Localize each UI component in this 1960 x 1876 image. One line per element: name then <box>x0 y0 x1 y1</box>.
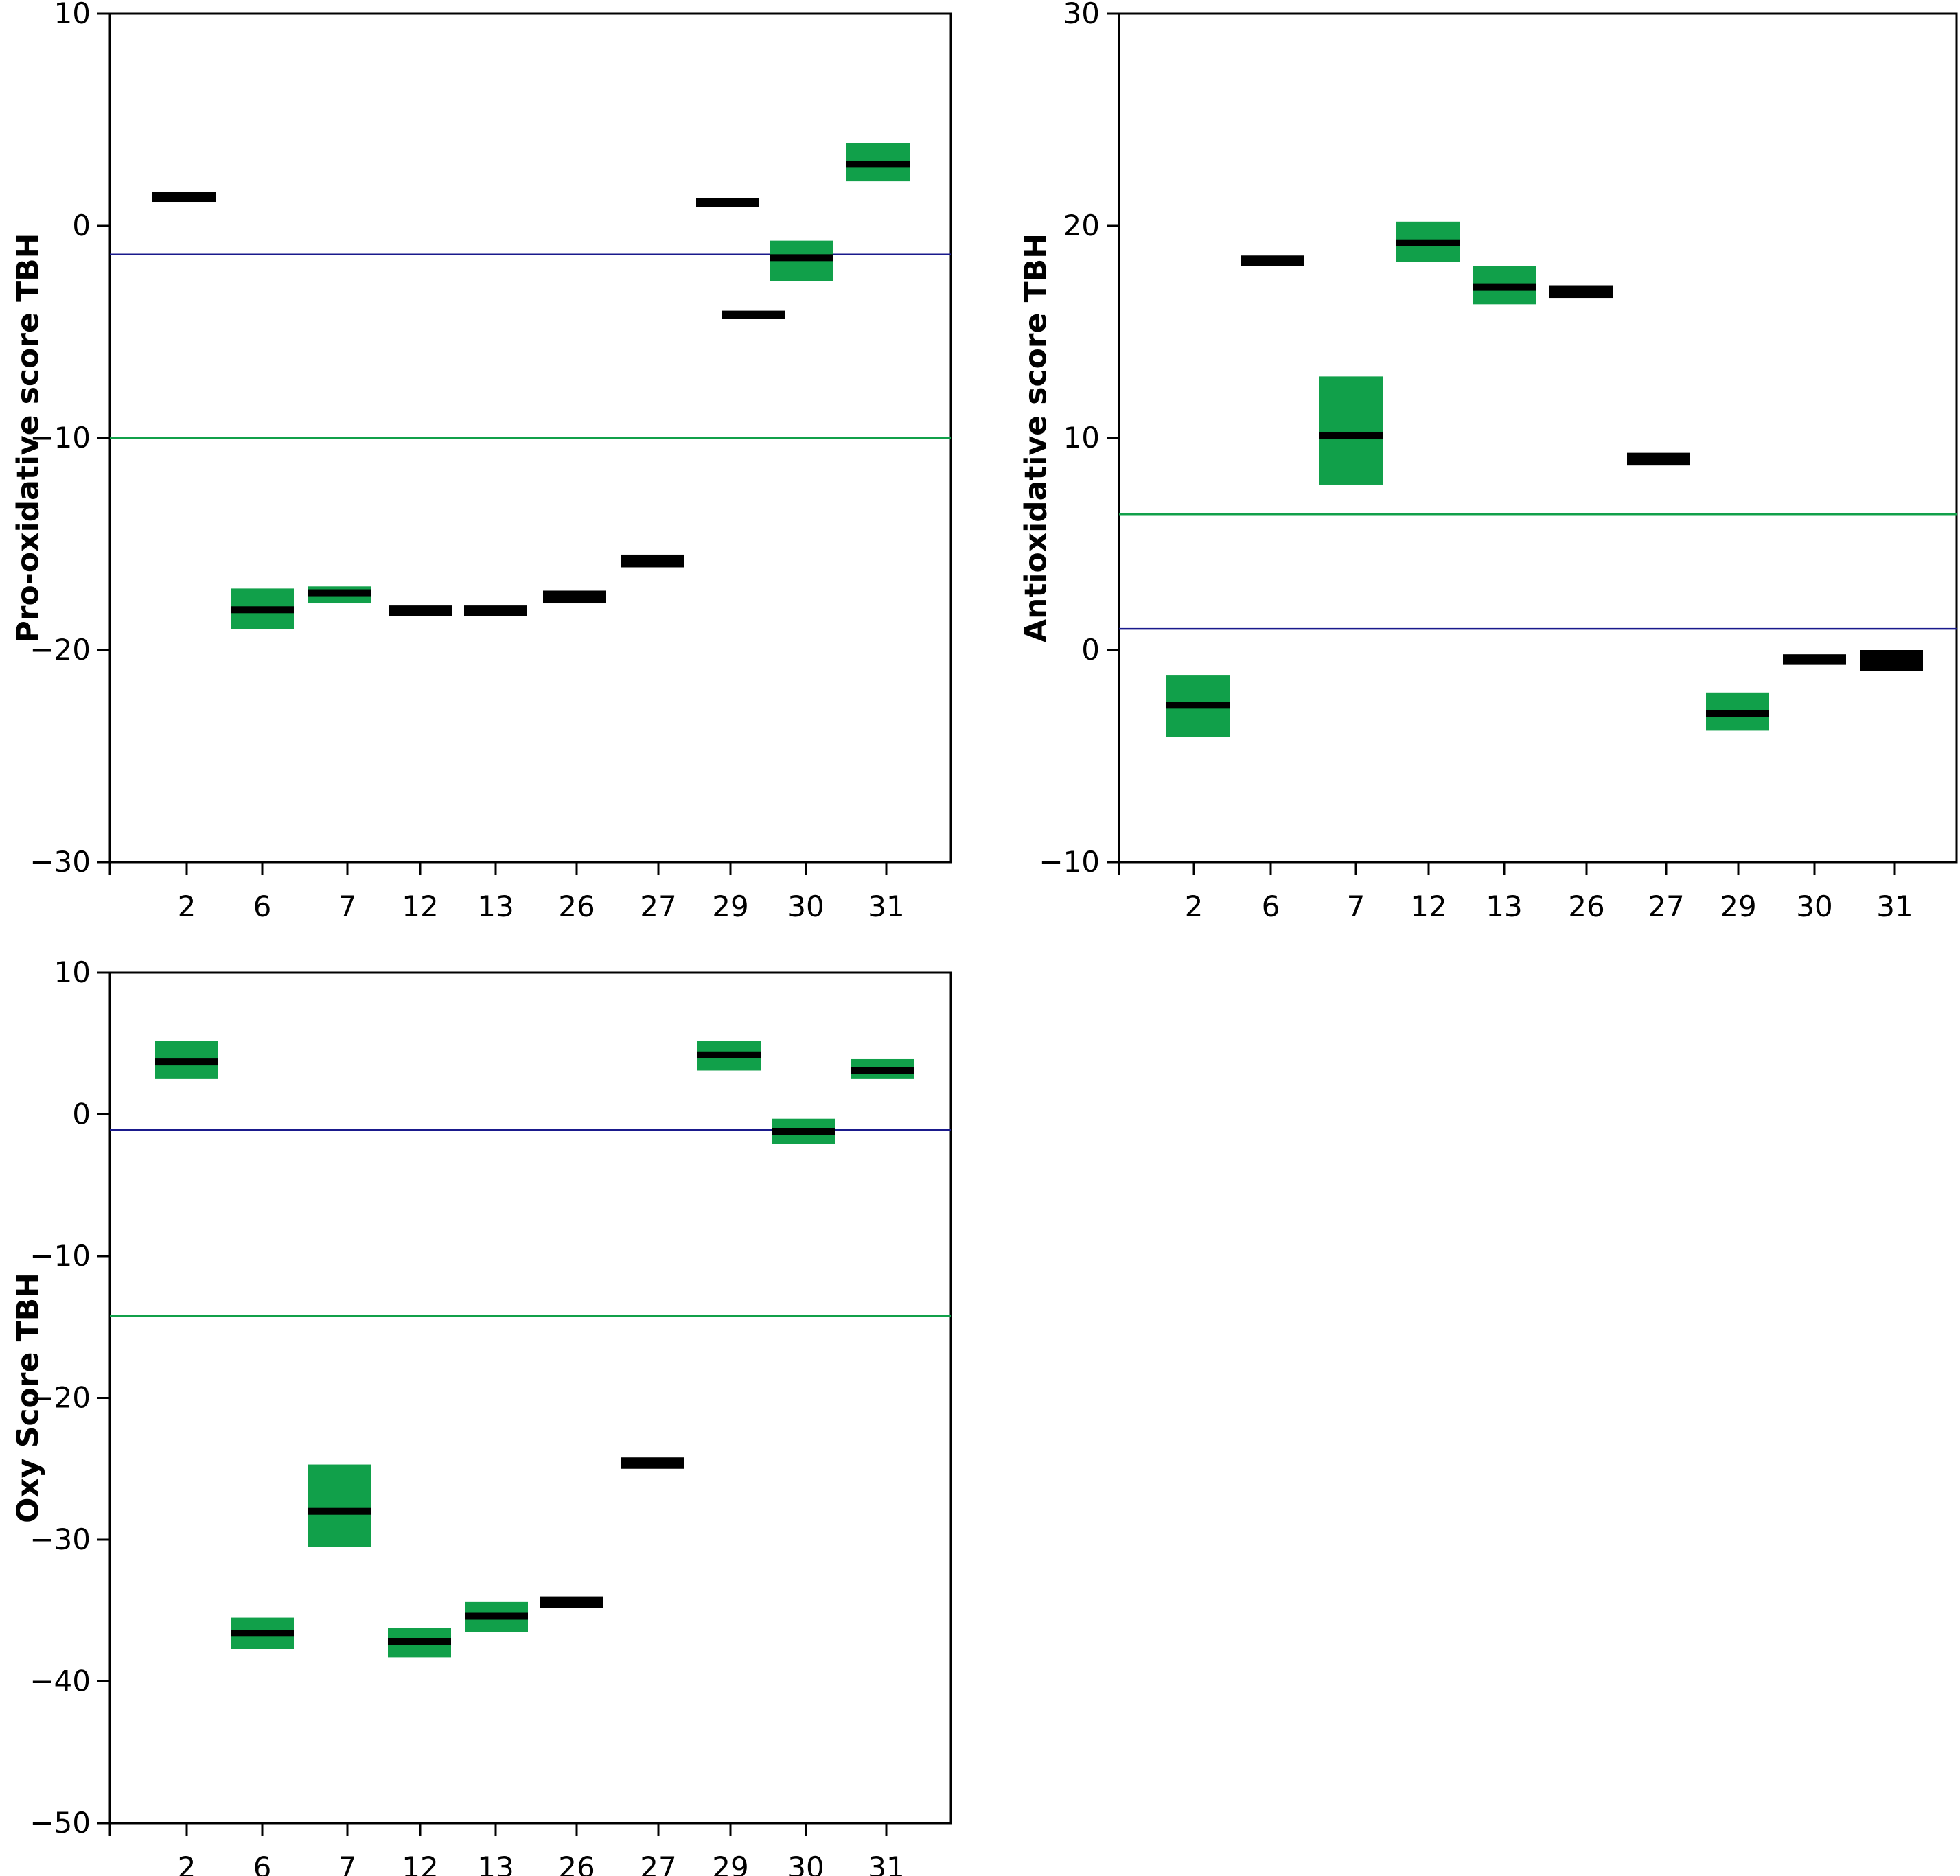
y-tick-label: −50 <box>30 1806 91 1840</box>
x-tick-label: 31 <box>1876 890 1913 923</box>
x-tick-label: 26 <box>1568 890 1604 923</box>
x-tick-label: 30 <box>1796 890 1832 923</box>
x-tick-label: 31 <box>868 890 904 923</box>
median-marker <box>231 1630 294 1637</box>
y-tick-label: −10 <box>30 1239 91 1273</box>
median-marker <box>722 310 785 319</box>
x-tick-label: 27 <box>1648 890 1684 923</box>
median-marker <box>1860 650 1923 671</box>
x-tick-label: 6 <box>253 890 272 923</box>
x-tick-label: 7 <box>338 1851 357 1876</box>
x-tick-label: 13 <box>477 890 514 923</box>
x-tick-label: 13 <box>1486 890 1522 923</box>
y-tick-label: 10 <box>1063 421 1100 454</box>
x-tick-label: 29 <box>712 1851 748 1876</box>
x-tick-label: 30 <box>787 890 824 923</box>
median-marker <box>621 1457 684 1469</box>
median-marker <box>772 1128 835 1135</box>
median-marker <box>231 606 294 614</box>
y-tick-label: −20 <box>30 633 91 667</box>
x-tick-label: 27 <box>640 890 676 923</box>
median-marker <box>543 590 606 604</box>
median-marker <box>696 198 759 207</box>
median-marker <box>155 1058 218 1066</box>
median-marker <box>697 1051 761 1058</box>
x-tick-label: 26 <box>558 1851 595 1876</box>
median-marker <box>1241 255 1304 266</box>
x-tick-label: 2 <box>178 890 196 923</box>
y-tick-label: 0 <box>72 209 91 242</box>
x-tick-label: 29 <box>1720 890 1756 923</box>
y-tick-label: −30 <box>30 845 91 879</box>
x-tick-label: 2 <box>1185 890 1203 923</box>
x-tick-label: 2 <box>178 1851 196 1876</box>
pro-oxidative-panel: 100−10−20−302 6 7 12 13 26 27 29 30 31Pro-oxidati… <box>10 0 952 923</box>
median-marker <box>1627 452 1690 466</box>
y-tick-label: 0 <box>72 1098 91 1131</box>
x-tick-label: 29 <box>712 890 748 923</box>
median-marker <box>1783 654 1846 665</box>
x-tick-label: 7 <box>338 890 357 923</box>
median-marker <box>465 1612 528 1620</box>
y-tick-label: −10 <box>30 421 91 454</box>
y-tick-label: 20 <box>1063 209 1100 242</box>
y-tick-label: −30 <box>30 1522 91 1556</box>
median-marker <box>540 1596 603 1608</box>
x-tick-label: 13 <box>477 1851 514 1876</box>
median-marker <box>1549 285 1613 299</box>
median-marker <box>388 1638 451 1645</box>
y-axis-label: Oxy Score TBH <box>10 1273 45 1523</box>
y-tick-label: −10 <box>1039 845 1100 879</box>
x-tick-label: 6 <box>1262 890 1280 923</box>
x-tick-label: 30 <box>787 1851 824 1876</box>
y-tick-label: 10 <box>54 956 91 989</box>
median-marker <box>1396 239 1460 246</box>
x-tick-label: 12 <box>402 1851 438 1876</box>
median-marker <box>464 605 527 616</box>
median-marker <box>851 1067 914 1074</box>
y-tick-label: −20 <box>30 1381 91 1415</box>
y-axis-label: Pro-oxidative score TBH <box>10 233 45 642</box>
plot-frame <box>1118 12 1958 864</box>
median-marker <box>1706 710 1769 717</box>
x-tick-label: 31 <box>868 1851 904 1876</box>
y-tick-label: −40 <box>30 1665 91 1698</box>
x-tick-label: 12 <box>402 890 438 923</box>
median-marker <box>308 589 371 597</box>
x-tick-label: 7 <box>1347 890 1365 923</box>
median-marker <box>770 254 833 262</box>
plot-frame <box>108 971 952 1825</box>
y-tick-label: 30 <box>1063 0 1100 30</box>
y-axis-label: Antioxidative score TBH <box>1018 233 1053 642</box>
median-marker <box>621 554 684 568</box>
x-tick-label: 26 <box>558 890 595 923</box>
box-range <box>308 1464 371 1547</box>
x-tick-label: 27 <box>640 1851 676 1876</box>
median-marker <box>846 161 910 168</box>
median-marker <box>308 1507 371 1515</box>
median-marker <box>152 192 216 203</box>
x-tick-label: 12 <box>1410 890 1446 923</box>
y-tick-label: 10 <box>54 0 91 30</box>
median-marker <box>389 605 452 616</box>
x-tick-label: 6 <box>253 1851 272 1876</box>
median-marker <box>1473 283 1536 291</box>
y-tick-label: 0 <box>1081 633 1100 667</box>
box-range <box>1319 376 1383 485</box>
median-marker <box>1319 432 1383 439</box>
median-marker <box>1166 702 1230 709</box>
